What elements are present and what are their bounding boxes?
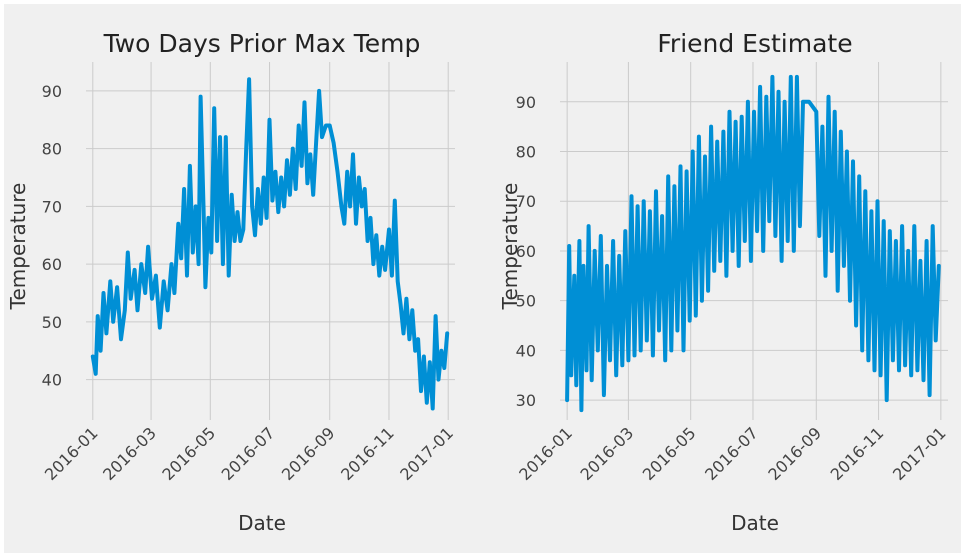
x-axis-label: Date	[731, 511, 779, 535]
series-line	[565, 74, 941, 413]
y-tick-label: 90	[516, 93, 536, 112]
y-tick-label: 90	[42, 82, 62, 101]
figure-background	[4, 4, 961, 553]
y-tick-label: 60	[516, 242, 536, 261]
gridlines	[86, 62, 455, 420]
y-tick-label: 60	[42, 255, 62, 274]
y-axis-label: Temperature	[6, 183, 30, 311]
y-tick-label: 50	[516, 292, 536, 311]
y-tick-label: 30	[516, 391, 536, 410]
y-tick-label: 80	[516, 143, 536, 162]
y-tick-label: 80	[42, 140, 62, 159]
series-line	[90, 77, 450, 411]
y-tick-label: 70	[516, 192, 536, 211]
y-axis-label: Temperature	[498, 183, 522, 311]
chart-title: Friend Estimate	[657, 29, 852, 58]
y-tick-label: 40	[42, 371, 62, 390]
y-tick-label: 70	[42, 197, 62, 216]
x-axis-label: Date	[238, 511, 286, 535]
y-tick-label: 40	[516, 341, 536, 360]
chart-title: Two Days Prior Max Temp	[103, 29, 421, 58]
y-tick-label: 50	[42, 313, 62, 332]
